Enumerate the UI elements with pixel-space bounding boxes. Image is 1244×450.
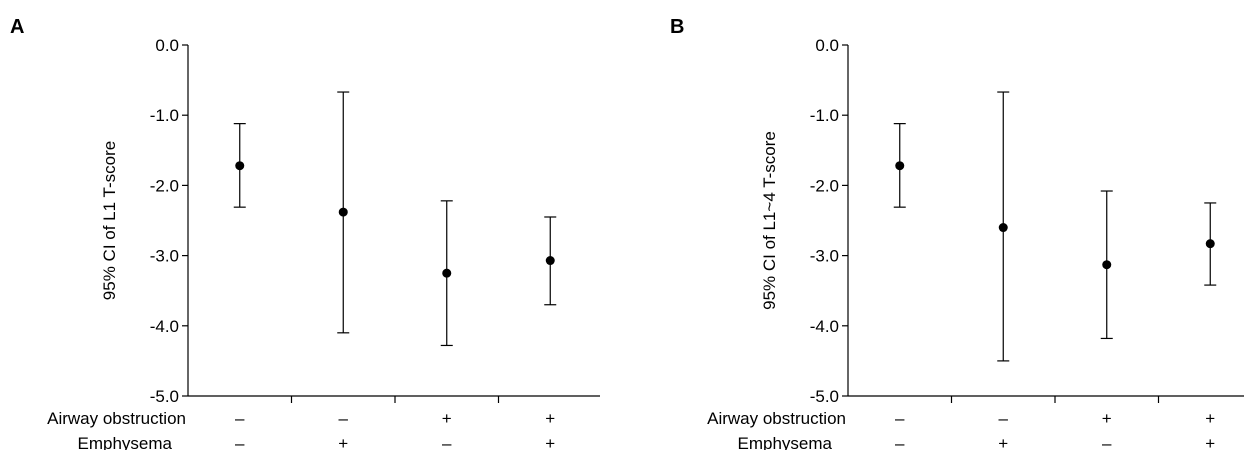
mean-point [338, 207, 348, 217]
mean-point [442, 268, 452, 278]
y-tick-label: -3.0 [150, 247, 179, 266]
emphysema-sign: + [545, 434, 555, 450]
mean-point [1102, 260, 1112, 270]
y-tick-label: -1.0 [810, 106, 839, 125]
emphysema-sign: + [1205, 434, 1215, 450]
airway-obstruction-sign: + [1205, 409, 1215, 428]
y-tick-label: -2.0 [150, 176, 179, 195]
mean-point [1205, 239, 1215, 249]
airway-obstruction-sign: – [235, 409, 245, 428]
airway-obstruction-sign: + [545, 409, 555, 428]
y-tick-label: -3.0 [810, 247, 839, 266]
emphysema-sign: – [442, 434, 452, 450]
y-tick-label: -5.0 [810, 387, 839, 406]
y-tick-label: -4.0 [810, 317, 839, 336]
emphysema-sign: – [895, 434, 905, 450]
chart-panel-b: B 0.0 -1.0 -2.0 -3.0 -4.0 -5.0 95% CI of L1~4 T… [670, 16, 1244, 450]
y-tick-label: -5.0 [150, 387, 179, 406]
airway-obstruction-sign: – [339, 409, 349, 428]
y-tick-label: -2.0 [810, 176, 839, 195]
mean-point [235, 161, 245, 171]
emphysema-sign: – [235, 434, 245, 450]
panel-label: B [670, 16, 684, 38]
airway-obstruction-sign: – [895, 409, 905, 428]
y-tick-label: 0.0 [815, 36, 839, 55]
mean-point [545, 256, 555, 266]
airway-obstruction-sign: – [999, 409, 1009, 428]
y-tick-label: 0.0 [155, 36, 179, 55]
panel-label: A [10, 16, 24, 38]
mean-point [895, 161, 905, 171]
y-tick-label: -4.0 [150, 317, 179, 336]
emphysema-sign: – [1102, 434, 1112, 450]
row-label-airway-obstruction: Airway obstruction [707, 409, 846, 428]
y-tick-label: -1.0 [150, 106, 179, 125]
y-axis-label: 95% CI of L1 T-score [100, 141, 119, 300]
y-axis-label: 95% CI of L1~4 T-score [760, 131, 779, 310]
airway-obstruction-sign: + [1102, 409, 1112, 428]
emphysema-sign: + [338, 434, 348, 450]
row-label-emphysema: Emphysema [78, 434, 173, 450]
mean-point [998, 223, 1008, 233]
row-label-emphysema: Emphysema [738, 434, 833, 450]
airway-obstruction-sign: + [442, 409, 452, 428]
chart-panel-a: A 0.0 -1.0 -2.0 -3.0 -4.0 -5.0 95% CI of L1 T-s… [10, 16, 600, 450]
row-label-airway-obstruction: Airway obstruction [47, 409, 186, 428]
emphysema-sign: + [998, 434, 1008, 450]
